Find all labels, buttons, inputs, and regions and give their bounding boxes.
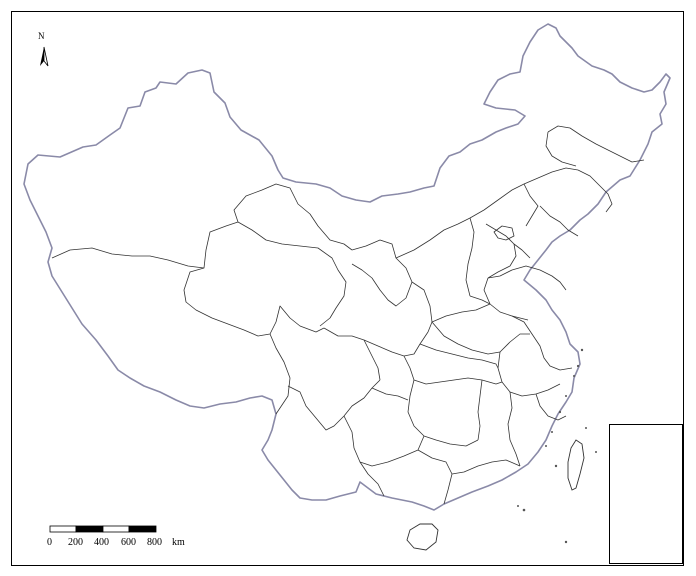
north-arrow-icon — [40, 46, 49, 67]
scale-label-200: 200 — [68, 537, 83, 548]
scale-label-unit: km — [172, 537, 185, 548]
scale-label-0: 0 — [47, 537, 52, 548]
coastal-islands — [517, 348, 597, 544]
north-label: N — [38, 31, 45, 41]
scale-label-800: 800 — [147, 537, 162, 548]
scale-label-400: 400 — [94, 537, 109, 548]
scale-label-600: 600 — [121, 537, 136, 548]
map-frame — [11, 11, 684, 566]
hainan-island — [406, 523, 439, 551]
south-china-sea-inset — [609, 424, 683, 564]
provincial-borders — [51, 125, 645, 505]
national-border — [23, 23, 671, 511]
scale-bar — [49, 525, 157, 533]
taiwan-island — [567, 439, 585, 491]
